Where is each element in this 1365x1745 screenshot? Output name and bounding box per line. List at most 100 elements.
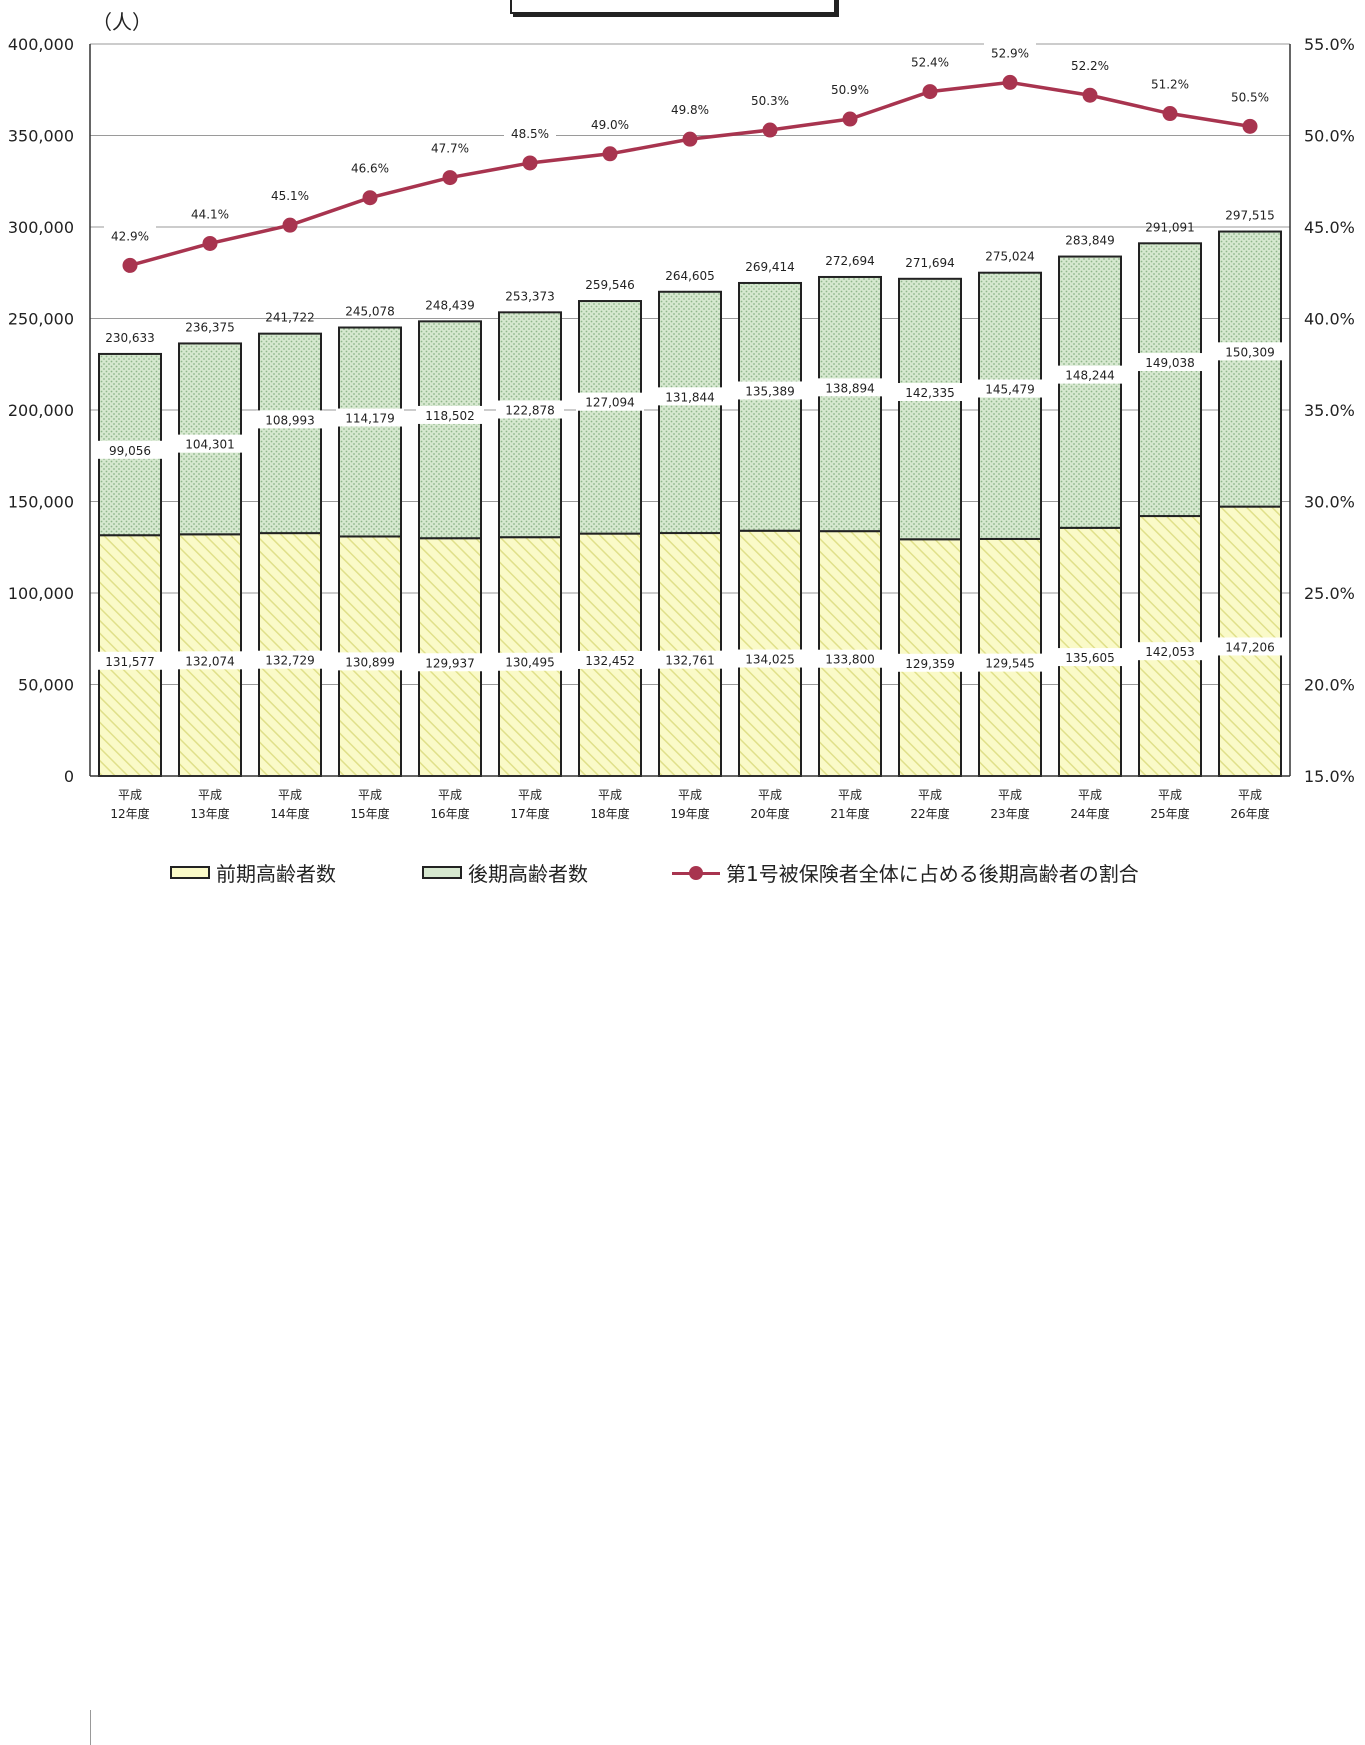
ratio-label-bg [1144,74,1196,93]
x-category-era: 平成 [1158,788,1182,802]
total-value-label: 283,849 [1065,234,1115,248]
late-value-label: 135,389 [745,384,795,398]
early-value-label-bg [1216,637,1284,656]
late-value-label-bg [96,440,164,459]
x-category-era: 平成 [278,788,302,802]
ratio-value-label: 42.9% [111,229,149,243]
early-value-label-bg [896,653,964,672]
ratio-point [1082,87,1098,103]
ratio-point [442,170,458,186]
y-tick-label: 200,000 [8,401,74,420]
x-category-era: 平成 [198,788,222,802]
bar-late [1138,242,1202,518]
legend-swatch-late [422,866,462,879]
total-value-label: 275,024 [985,250,1035,264]
late-value-label: 149,038 [1145,356,1195,370]
total-value-label: 264,605 [665,269,715,283]
x-category-era: 平成 [438,788,462,802]
ratio-value-label: 44.1% [191,207,229,221]
total-value-label: 291,091 [1145,220,1195,234]
legend-item-early: 前期高齢者数 [170,858,336,887]
ratio-point [602,146,618,162]
ratio-point [202,235,218,251]
early-value-label: 129,937 [425,656,475,670]
legend-item-ratio: 第1号被保険者全体に占める後期高齢者の割合 [672,858,1139,887]
ratio-value-label: 52.2% [1071,59,1109,73]
ratio-value-label: 49.8% [671,103,709,117]
x-category-year: 22年度 [910,806,949,821]
x-category-era: 平成 [598,788,622,802]
ratio-label-bg [584,114,636,133]
bar-late [498,311,562,539]
late-value-label: 114,179 [345,412,395,426]
early-value-label-bg [416,653,484,672]
late-value-label-bg [176,434,244,453]
ratio-label-bg [744,91,796,110]
ratio-label-bg [824,80,876,99]
x-category-year: 26年度 [1230,806,1269,821]
ratio-value-label: 48.5% [511,127,549,141]
y-tick-label: 50,000 [18,676,74,695]
early-value-label: 134,025 [745,653,795,667]
ratio-label-bg [264,186,316,205]
early-value-label-bg [976,653,1044,672]
ratio-label-bg [664,100,716,119]
ratio-point [1002,74,1018,90]
late-value-label-bg [736,381,804,400]
x-category-era: 平成 [838,788,862,802]
early-value-label-bg [176,651,244,670]
y2-tick-label: 40.0% [1304,310,1355,329]
early-value-label: 130,495 [505,656,555,670]
x-category-year: 18年度 [590,806,629,821]
early-value-label: 133,800 [825,653,875,667]
x-category-era: 平成 [358,788,382,802]
late-value-label-bg [1136,353,1204,372]
ratio-label-bg [504,123,556,142]
early-value-label: 132,729 [265,654,315,668]
total-value-label: 248,439 [425,298,475,312]
early-value-label: 142,053 [1145,645,1195,659]
x-category-year: 20年度 [750,806,789,821]
y-tick-label: 250,000 [8,310,74,329]
early-value-label: 132,452 [585,654,635,668]
ratio-value-label: 50.5% [1231,90,1269,104]
x-category-era: 平成 [1078,788,1102,802]
x-category-year: 21年度 [830,806,869,821]
late-value-label: 145,479 [985,383,1035,397]
y2-tick-label: 35.0% [1304,401,1355,420]
ratio-point [362,190,378,206]
late-value-label-bg [816,378,884,397]
x-category-year: 24年度 [1070,806,1109,821]
late-value-label: 127,094 [585,396,635,410]
ratio-point [522,155,538,171]
bar-late [658,290,722,535]
bar-late [1218,230,1282,508]
late-value-label-bg [336,408,404,427]
late-value-label-bg [416,405,484,424]
early-value-label-bg [496,652,564,671]
x-category-era: 平成 [118,788,142,802]
late-value-label: 142,335 [905,386,955,400]
early-value-label: 147,206 [1225,640,1275,654]
ratio-value-label: 52.4% [911,56,949,70]
total-value-label: 271,694 [905,256,955,270]
late-value-label-bg [896,383,964,402]
legend-swatch-early [170,866,210,879]
y-tick-label: 150,000 [8,493,74,512]
x-category-era: 平成 [1238,788,1262,802]
bar-late [418,320,482,540]
x-category-year: 14年度 [270,806,309,821]
x-category-year: 19年度 [670,806,709,821]
y-tick-label: 100,000 [8,584,74,603]
late-value-label-bg [976,379,1044,398]
early-value-label: 131,577 [105,655,155,669]
late-value-label: 99,056 [109,444,151,458]
early-value-label-bg [1056,648,1124,667]
early-value-label-bg [1136,642,1204,661]
bar-late [1058,255,1122,529]
ratio-point [1162,106,1178,122]
legend-divider [90,1710,91,1745]
y2-tick-label: 30.0% [1304,493,1355,512]
y-axis-unit-label: （人） [92,10,152,34]
late-value-label: 138,894 [825,381,875,395]
